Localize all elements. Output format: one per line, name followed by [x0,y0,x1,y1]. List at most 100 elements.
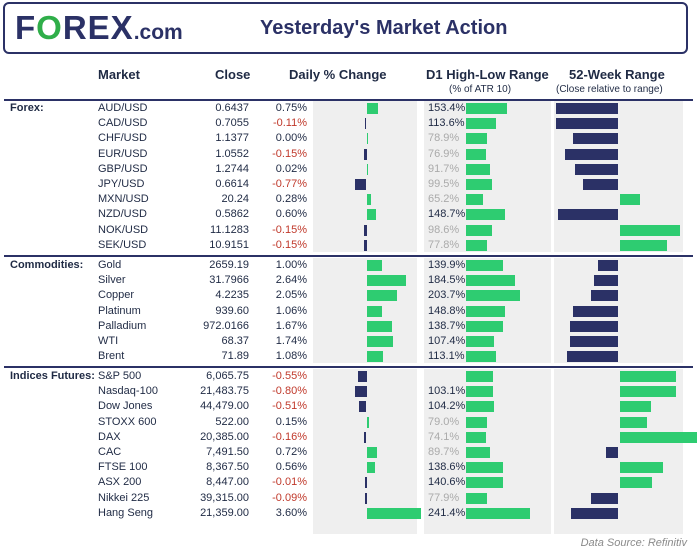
data-source-note: Data Source: Refinitiv [580,537,687,549]
d1-range-value: 113.1% [428,350,465,363]
close-value: 0.5862 [215,208,249,221]
week52-range-bar [620,239,668,251]
daily-change-bar [366,260,382,271]
daily-change-value: -0.09% [272,491,307,504]
market-name: EUR/USD [98,147,148,160]
week52-range-bar [620,386,676,398]
week52-range-bar [573,133,618,145]
column-header-52-week: 52-Week Range [569,67,665,82]
daily-change-value: -0.15% [272,223,307,236]
daily-change-bar [358,371,367,382]
market-name: Nikkei 225 [98,491,150,504]
week52-range-bar [564,148,618,160]
market-name: CAC [98,446,122,458]
week52-range-bar [569,336,618,347]
d1-range-bar [466,477,504,489]
daily-change-value: 1.67% [275,319,307,332]
daily-change-value: -0.15% [272,238,307,251]
column-header-market: Market [98,67,140,82]
d1-range-bar [466,103,507,114]
week52-range-bar [620,416,648,428]
d1-range-value: 99.5% [428,178,460,190]
close-value: 972.0166 [203,319,249,332]
week52-range-bar [573,305,618,317]
close-value: 10.9151 [209,238,249,251]
market-name: GBP/USD [98,162,148,175]
d1-range-value: 89.7% [428,446,460,458]
d1-range-bar [466,462,503,474]
daily-change-bar [366,163,368,175]
daily-change-value: 0.75% [275,102,307,114]
d1-range-bar [466,492,487,504]
d1-range-bar [466,224,493,236]
d1-range-bar [466,507,530,519]
daily-change-bar [366,462,375,474]
daily-change-bar [365,492,367,504]
daily-change-value: -0.15% [272,147,307,160]
daily-change-value: 1.74% [275,335,307,347]
close-value: 0.6437 [215,102,249,114]
column-header-daily-change: Daily % Change [289,67,387,82]
daily-change-value: 0.72% [275,446,307,458]
close-value: 6,065.75 [206,370,249,382]
daily-change-bar [366,103,378,114]
d1-range-bar [466,118,497,130]
daily-change-bar [365,477,367,489]
d1-range-bar [466,336,495,347]
d1-range-value: 138.6% [428,461,466,474]
d1-range-bar [466,275,515,287]
week52-range-bar [620,431,697,443]
close-value: 71.89 [221,350,249,363]
market-name: Brent [98,350,125,363]
market-name: DAX [98,430,121,443]
close-value: 68.37 [221,335,249,347]
daily-change-bar [354,386,367,398]
column-header-d1-range: D1 High-Low Range [426,67,549,82]
d1-range-value: 77.8% [428,238,460,251]
week52-range-bar [620,477,653,489]
market-name: ASX 200 [98,476,142,489]
daily-change-value: 0.60% [275,208,307,221]
daily-change-value: -0.01% [272,476,307,489]
daily-change-bar [366,351,383,363]
close-value: 8,447.00 [206,476,249,489]
d1-range-bar [466,163,491,175]
market-name: Dow Jones [98,400,153,413]
close-value: 21,483.75 [200,385,249,398]
close-value: 11.1283 [210,223,249,236]
d1-range-value: 113.6% [428,117,465,130]
close-value: 1.1377 [215,132,249,145]
close-value: 0.7055 [215,117,249,130]
daily-change-value: 0.15% [275,415,307,428]
week52-range-bar [556,103,618,114]
daily-change-bar [364,239,367,251]
week52-range-bar [594,275,618,287]
daily-change-value: 0.02% [275,162,307,175]
d1-range-value: 74.1% [428,430,460,443]
close-value: 1.0552 [215,147,249,160]
daily-change-bar [366,320,392,332]
d1-range-bar [466,447,490,458]
d1-range-bar [466,305,506,317]
d1-range-value: 104.2% [428,400,466,413]
close-value: 7,491.50 [206,446,249,458]
daily-change-value: 0.00% [275,132,307,145]
d1-range-value: 65.2% [428,193,460,206]
d1-range-bar [466,260,504,271]
d1-range-value: 139.9% [428,259,466,271]
daily-change-bar [364,224,367,236]
week52-range-bar [620,224,680,236]
d1-range-value: 98.6% [428,223,460,236]
daily-change-panel [313,258,417,363]
group-separator [4,366,693,368]
d1-range-value: 153.4% [428,102,466,114]
market-name: AUD/USD [98,102,148,114]
d1-range-value: 138.7% [428,319,466,332]
week52-range-bar [620,401,651,413]
column-subheader-d1-range: (% of ATR 10) [449,84,512,95]
forex-logo[interactable]: FOREX.com [15,9,183,46]
week52-range-bar [567,351,618,363]
market-name: MXN/USD [98,193,149,206]
market-name: S&P 500 [98,370,142,382]
market-name: Silver [98,274,126,287]
